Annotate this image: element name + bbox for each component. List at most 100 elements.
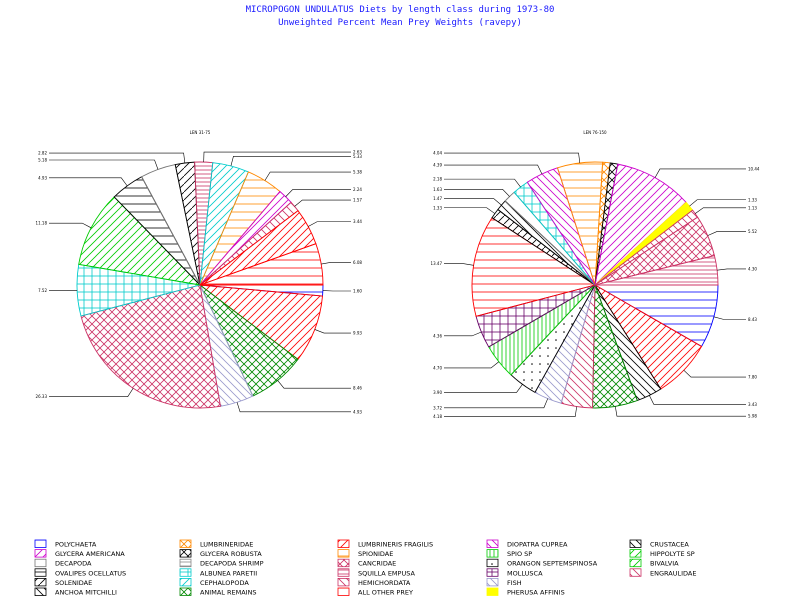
legend-swatch-11 xyxy=(179,587,192,596)
legend-swatch-22 xyxy=(486,578,499,587)
pie-right-value-label-19: 1.33 xyxy=(748,197,757,202)
legend-swatch-13 xyxy=(337,549,350,558)
pie-right-callout-line-7 xyxy=(444,361,500,369)
chart-subtitle: Unweighted Percent Mean Prey Weights (ra… xyxy=(278,18,522,28)
pie-right-callout-line-10 xyxy=(444,207,496,214)
legend-swatch-3 xyxy=(34,568,47,577)
pie-left-slice-6 xyxy=(78,196,202,286)
pie-right-value-label-7: 4.70 xyxy=(433,365,442,370)
pie-right-label: LEN 76-150 xyxy=(583,130,607,135)
pie-left-callout-line-4 xyxy=(49,388,134,397)
pie-right-value-label-18: 10.44 xyxy=(748,166,760,171)
pie-right-callout-line-20 xyxy=(694,207,746,214)
legend-label-16: HEMICHORDATA xyxy=(358,579,411,587)
legend-swatch-26 xyxy=(629,558,642,568)
pie-left-callout-line-6 xyxy=(49,222,92,229)
legend-swatch-23 xyxy=(486,587,499,596)
pie-left-value-label-10: 2.63 xyxy=(353,150,362,155)
pie-left-value-label-11: 5.33 xyxy=(353,154,362,159)
pie-right-callout-line-14 xyxy=(444,164,543,175)
legend-label-11: ANIMAL REMAINS xyxy=(200,589,257,597)
pie-right-value-label-6: 3.90 xyxy=(433,390,442,395)
pie-left-callout-line-1 xyxy=(314,329,351,334)
pie-right-slice-18 xyxy=(594,163,687,287)
legend-label-10: CEPHALOPODA xyxy=(200,579,249,587)
pie-right-value-label-8: 4.36 xyxy=(433,333,442,338)
legend-swatch-8 xyxy=(179,558,192,568)
pie-right-value-label-11: 1.47 xyxy=(433,196,442,201)
pie-left-callout-line-12 xyxy=(264,171,351,181)
pie-right-callout-line-8 xyxy=(444,331,482,337)
pie-left-slice-16 xyxy=(199,243,324,286)
legend-label-6: LUMBRINERIDAE xyxy=(200,541,253,549)
legend-label-19: SPIO SP xyxy=(507,550,532,558)
legend-swatch-5 xyxy=(34,587,47,596)
legend-swatch-0 xyxy=(34,539,47,548)
legend-label-26: BIVALVIA xyxy=(650,560,679,568)
legend-swatch-17 xyxy=(337,587,350,596)
pie-right-callout-line-11 xyxy=(444,198,502,206)
legend-swatch-9 xyxy=(179,568,192,577)
pie-left-value-label-14: 1.57 xyxy=(353,198,362,203)
pie-right-value-label-9: 13.47 xyxy=(431,261,443,266)
pie-right-value-label-12: 1.63 xyxy=(433,187,442,192)
pie-left-value-label-6: 11.18 xyxy=(36,221,48,226)
pie-left-callout-line-13 xyxy=(285,189,351,197)
chart-title: MICROPOGON UNDULATUS Diets by length cla… xyxy=(246,5,555,15)
legend-label-1: GLYCERA AMERICANA xyxy=(55,550,125,558)
legend-swatch-20 xyxy=(486,558,499,568)
legend-swatch-15 xyxy=(337,568,350,577)
legend-label-18: DIOPATRA CUPREA xyxy=(507,541,568,549)
legend-swatch-21 xyxy=(486,568,499,577)
pie-right-callout-line-4 xyxy=(444,406,577,417)
legend-label-2: DECAPODA xyxy=(55,560,92,568)
pie-left-value-label-2: 8.46 xyxy=(353,386,362,391)
legend-swatch-27 xyxy=(629,568,642,577)
pie-left-value-label-13: 2.24 xyxy=(353,187,362,192)
pie-right-callout-line-18 xyxy=(654,168,746,178)
pie-left-label: LEN 31-75 xyxy=(190,130,211,135)
pie-left-value-label-4: 26.33 xyxy=(36,394,48,399)
pie-right-callout-line-15 xyxy=(444,152,581,163)
pie-right-value-label-14: 4.39 xyxy=(433,163,442,168)
pie-left-value-label-0: 1.60 xyxy=(353,288,362,293)
legend-swatch-25 xyxy=(629,549,642,558)
legend-label-21: MOLLUSCA xyxy=(507,569,543,577)
legend-swatch-6 xyxy=(179,539,192,548)
legend-swatch-19 xyxy=(486,549,499,558)
legend-label-23: PHERUSA AFFINIS xyxy=(507,589,565,597)
pie-left-callout-line-9 xyxy=(49,152,186,163)
pie-left-callout-line-14 xyxy=(294,199,351,207)
pie-right-value-label-5: 3.72 xyxy=(433,405,442,410)
legend-swatch-16 xyxy=(337,578,350,587)
pie-right-value-label-3: 5.98 xyxy=(748,414,757,419)
legend-swatch-24 xyxy=(629,539,642,548)
pie-right-callout-line-0 xyxy=(713,316,746,320)
legend-swatch-14 xyxy=(337,558,350,568)
pie-left-callout-line-3 xyxy=(236,402,351,413)
pie-left-callout-line-11 xyxy=(230,155,351,167)
pie-right-value-label-0: 8.43 xyxy=(748,317,757,322)
pie-right-value-label-20: 1.13 xyxy=(748,205,757,210)
legend-swatch-10 xyxy=(179,578,192,587)
pie-right-slice-22 xyxy=(594,254,719,286)
legend-label-4: SOLENIDAE xyxy=(55,579,92,587)
legend-label-24: CRUSTACEA xyxy=(650,541,689,549)
pie-left: 1.60 9.93 8.46 4.93 26.33 7.52 11.18 4.93 5.18 2.… xyxy=(36,150,363,415)
legend-label-7: GLYCERA ROBUSTA xyxy=(200,550,262,558)
pie-right-value-label-4: 4.18 xyxy=(433,414,442,419)
legend-swatch-2 xyxy=(34,558,47,568)
legend-label-0: POLYCHAETA xyxy=(55,541,97,549)
pie-left-value-label-12: 5.38 xyxy=(353,170,362,175)
pie-right-value-label-21: 5.52 xyxy=(748,229,757,234)
pie-right-value-label-1: 7.80 xyxy=(748,375,757,380)
pie-left-callout-line-10 xyxy=(203,151,351,163)
pie-right: 8.43 7.80 3.43 5.98 4.18 3.72 3.90 4.70 4.36 13.4… xyxy=(431,151,760,419)
pie-right-value-label-10: 1.33 xyxy=(433,205,442,210)
pie-right-callout-line-3 xyxy=(615,406,746,417)
legend-label-8: DECAPODA SHRIMP xyxy=(200,560,264,568)
pie-left-value-label-3: 4.93 xyxy=(353,409,362,414)
legend-swatch-12 xyxy=(337,539,350,548)
pie-left-value-label-9: 2.82 xyxy=(38,151,47,156)
